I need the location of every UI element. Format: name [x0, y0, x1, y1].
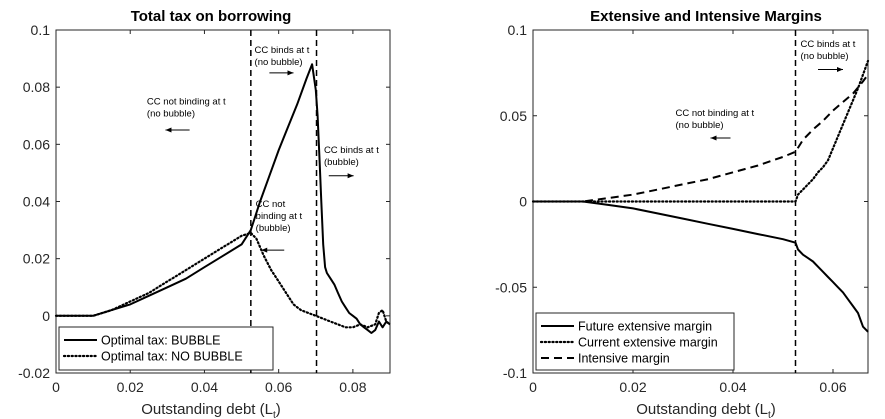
chart-title: Total tax on borrowing: [131, 8, 292, 25]
legend: Optimal tax: BUBBLE Optimal tax: NO BUBBL…: [58, 326, 274, 371]
chart-panel-margins: Extensive and Intensive Margins 0 0.02 0.0…: [495, 8, 870, 419]
legend-label: Optimal tax: BUBBLE: [101, 334, 221, 348]
series-line: [56, 63, 391, 334]
y-tick-label: 0.08: [23, 79, 50, 95]
x-tick-label: 0.06: [819, 379, 846, 395]
annotations: CC binds at t (no bubble) CC not binding a…: [147, 45, 379, 253]
series-line: [533, 74, 869, 203]
annotation-arrowhead: [347, 173, 354, 179]
y-tick-label: 0: [519, 194, 527, 210]
annotation-text: CC not binding at t (bubble): [256, 199, 303, 234]
series-lines: [531, 59, 870, 333]
y-tick-label: 0.04: [23, 194, 50, 210]
annotation-arrowhead: [165, 127, 172, 133]
series-lines: [54, 63, 392, 334]
y-tick-label: 0.02: [23, 251, 50, 267]
y-tick-label: -0.1: [503, 365, 527, 381]
legend-label: Intensive margin: [578, 352, 670, 366]
y-tick-label: 0.1: [31, 22, 51, 38]
annotation-text: CC binds at t (no bubble): [801, 39, 856, 62]
x-tick-label: 0.02: [619, 379, 646, 395]
plot-frame: [55, 29, 391, 374]
y-tick-label: 0.05: [500, 108, 527, 124]
annotation-arrowhead: [710, 135, 717, 141]
x-tick-label: 0.04: [719, 379, 746, 395]
annotation-arrowhead: [287, 70, 294, 76]
x-axis-label: Outstanding debt (Lt): [636, 401, 776, 419]
legend-label: Future extensive margin: [578, 320, 712, 334]
series-line: [531, 59, 870, 203]
annotation-text: CC binds at t (no bubble): [255, 45, 310, 68]
x-tick-label: 0.08: [339, 379, 366, 395]
x-tick-label: 0: [529, 379, 537, 395]
annotation-arrowhead: [261, 247, 268, 253]
annotations: CC binds at t (no bubble) CC not binding a…: [676, 39, 856, 141]
x-tick-label: 0.06: [265, 379, 292, 395]
y-tick-label: 0.1: [508, 22, 528, 38]
chart-panel-total-tax: Total tax on borrowing 0 0.02 0.04 0.06 0.08…: [18, 8, 392, 419]
annotation-text: CC not binding at t (no bubble): [676, 108, 755, 131]
x-tick-label: 0: [52, 379, 60, 395]
chart-title: Extensive and Intensive Margins: [590, 8, 822, 25]
legend-box: [58, 326, 274, 371]
x-tick-label: 0.04: [191, 379, 218, 395]
axes: 0 0.02 0.04 0.06 0.08-0.0200.020.040.060.080…: [18, 22, 391, 395]
y-tick-label: 0: [42, 308, 50, 324]
legend: Future extensive margin Current extensive…: [535, 312, 735, 371]
legend-label: Current extensive margin: [578, 336, 718, 350]
annotation-arrowhead: [837, 66, 843, 72]
y-tick-label: -0.05: [495, 279, 527, 295]
y-tick-label: -0.02: [18, 365, 50, 381]
y-tick-label: 0.06: [23, 136, 50, 152]
series-line: [54, 231, 392, 329]
annotation-text: CC not binding at t (no bubble): [147, 96, 226, 119]
x-axis-label: Outstanding debt (Lt): [141, 401, 281, 419]
legend-label: Optimal tax: NO BUBBLE: [101, 350, 243, 364]
annotation-text: CC binds at t (bubble): [324, 145, 379, 168]
series-line: [533, 200, 869, 333]
x-tick-label: 0.02: [117, 379, 144, 395]
